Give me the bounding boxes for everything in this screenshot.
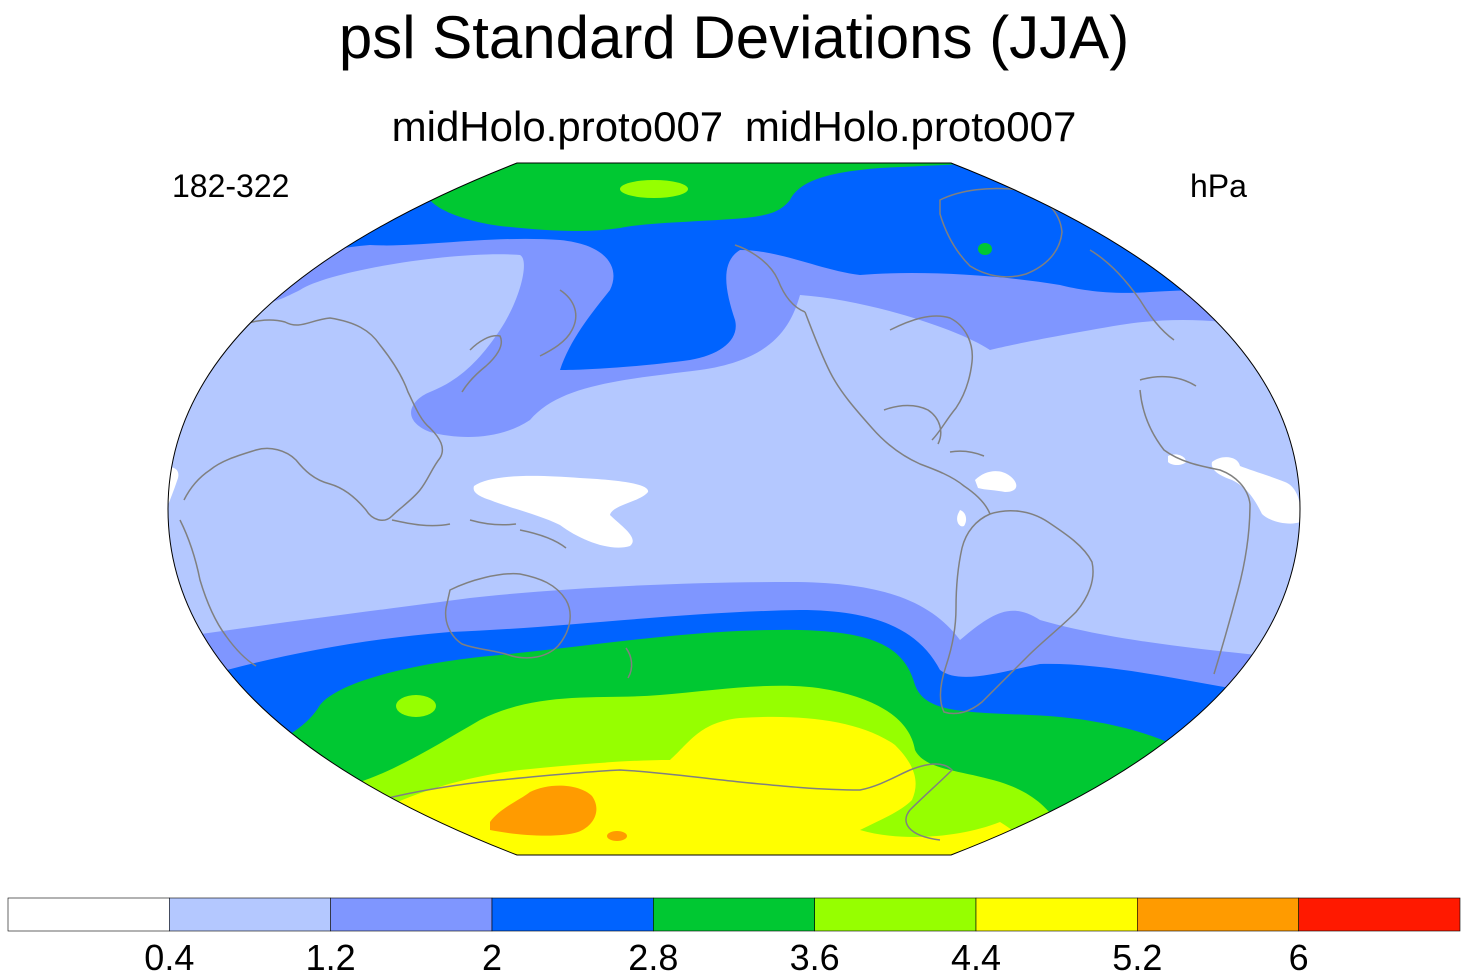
coastline-florida-gulf [883,404,942,445]
coastline-antarctica [379,763,953,841]
season-range-label: 182-322 [172,168,290,204]
colorbar-tick-label: 3.6 [789,937,840,978]
colorbar-tick-label: 4.4 [950,937,1002,978]
coastline-south-america [939,509,1094,715]
contour-region-white-caribbean [975,471,1017,492]
colorbar-swatch [975,897,1138,932]
coastline-africa [179,519,257,667]
colorbar-swatch [330,897,493,932]
coastline-japan [461,334,502,393]
coastline-alaska [734,244,806,313]
colorbar-tick-label: 2 [481,937,503,978]
colorbar-swatch [1137,897,1299,932]
colorbar-tick-label: 1.2 [305,937,356,978]
contour-spot-green-greenland [978,243,992,255]
colorbar-swatch [814,897,977,932]
coastline-north-america [804,311,991,515]
colorbar-swatch [169,897,331,932]
coastlines [179,187,1251,841]
contour-region-white-andes [957,510,967,527]
coastline-hudson-east [889,315,974,441]
contour-region-white-pacific [473,475,649,548]
colorbar-swatch [653,897,815,932]
globe-outline [167,162,1301,856]
contour-spot-yellow-green-north [620,180,688,198]
units-label: hPa [1190,168,1247,204]
coastline-europe [1089,249,1197,387]
colorbar-tick-label: 2.8 [628,937,679,978]
coastline-asia [183,317,444,521]
contour-region-white-atlantic [1211,457,1300,524]
coastline-australia [444,572,571,659]
colorbar-tick-label: 0.4 [144,937,195,978]
contour-spot-yellow-green-small [396,695,436,717]
coastline-greenland [939,187,1063,278]
map-subtitle: midHolo.proto007 midHolo.proto007 [391,103,1077,150]
colorbar-swatch [491,897,654,932]
coastline-kamchatka [539,289,577,357]
coastline-caribbean-islands [949,450,985,457]
coastline-new-zealand [625,647,633,679]
contour-region-white-east-edge [1168,454,1186,465]
coastline-indonesia [391,519,567,549]
contour-fields [168,163,1300,855]
contour-spot-orange-small [607,831,627,841]
map-title: psl Standard Deviations (JJA) [338,4,1130,71]
coastline-west-africa [1139,389,1251,675]
colorbar-swatch [7,897,170,932]
colorbar-tick-label: 6 [1288,937,1309,978]
colorbar-swatch [1298,897,1461,932]
colorbar [7,897,1461,932]
contour-band-orange-south [490,785,597,836]
contour-band-green-north [380,163,1080,232]
colorbar-tick-label: 5.2 [1112,937,1163,978]
